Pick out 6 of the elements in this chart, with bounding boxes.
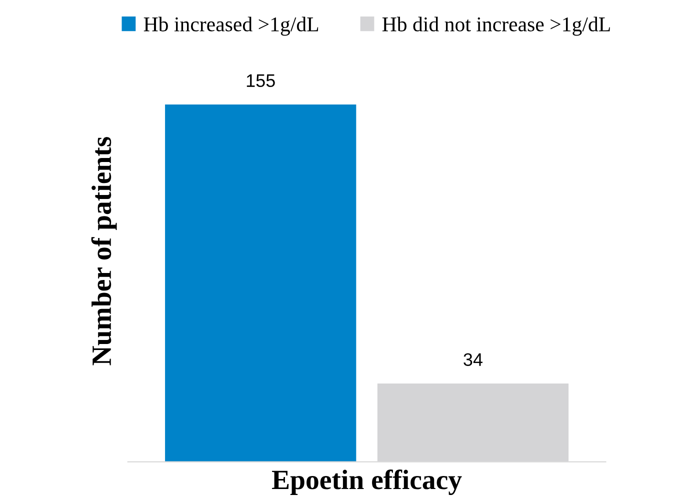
legend-label: Hb increased >1g/dL: [144, 16, 318, 36]
legend-label: Hb did not increase >1g/dL: [382, 16, 610, 36]
x-axis-title: Epoetin efficacy: [272, 469, 462, 496]
data-label: 34: [464, 353, 482, 366]
y-axis-title: Number of patients: [91, 136, 117, 366]
data-label: 155: [246, 74, 275, 88]
